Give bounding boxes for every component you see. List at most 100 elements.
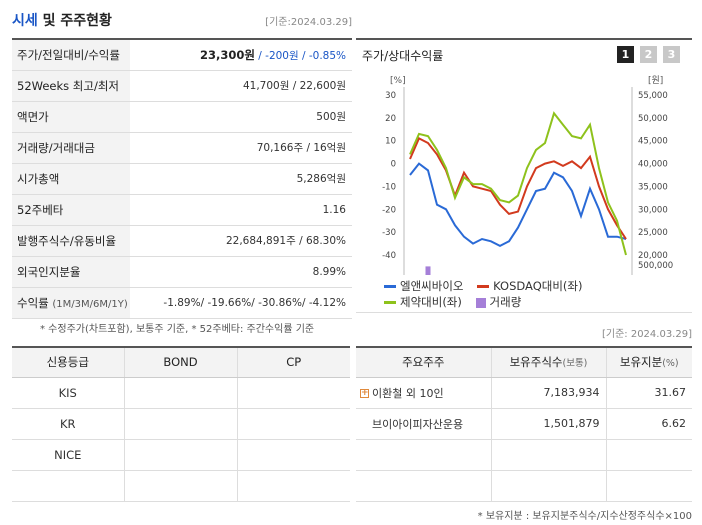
- right-tick-label: 30,000: [638, 205, 668, 215]
- shareholders-table: 주요주주 보유주식수(보통) 보유지분(%) + 이환철 외 10인 7,183,…: [356, 346, 692, 502]
- agency-cell: KR: [12, 408, 124, 440]
- row-value: 41,700원 / 22,600원: [130, 70, 352, 102]
- row-label: 발행주식수/유동비율: [12, 225, 130, 257]
- left-tick-label: -40: [382, 251, 396, 261]
- holder-shares: [490, 439, 606, 471]
- table-header-row: 신용등급 BOND CP: [12, 347, 350, 378]
- bond-cell: [123, 408, 237, 440]
- row-label: 외국인지분율: [12, 256, 130, 288]
- holder-name: 브이아이피자산운용: [356, 408, 491, 440]
- section-header: 시세 및 주주현황 [기준:2024.03.29]: [12, 10, 352, 30]
- volume-tick-label: 500,000: [638, 261, 673, 271]
- table-row: [12, 470, 350, 502]
- return-values: -1.89%/ -19.66%/ -30.86%/ -4.12%: [130, 287, 352, 319]
- legend-swatch: [384, 285, 396, 288]
- table-row: [356, 470, 692, 502]
- price-chart: [%] [원] 30 55,000 20 50,000 10 45,000 0 40,000 -10…: [382, 75, 673, 275]
- as-of-date: [기준:2024.03.29]: [265, 17, 352, 28]
- agency-cell: NICE: [12, 439, 124, 471]
- right-tick-label: 45,000: [638, 137, 668, 147]
- column-header: CP: [236, 347, 350, 378]
- table-row: 수익률 (1M/3M/6M/1Y) -1.89%/ -19.66%/ -30.8…: [12, 287, 352, 319]
- right-tick-label: 55,000: [638, 91, 668, 101]
- column-header: 주요주주: [356, 347, 491, 378]
- left-tick-label: 30: [385, 91, 396, 101]
- left-tick-label: 0: [391, 160, 396, 170]
- table-row: [356, 439, 692, 471]
- section-title: 시세 및 주주현황: [12, 13, 112, 29]
- right-tick-label: 50,000: [638, 114, 668, 124]
- holder-name: + 이환철 외 10인: [356, 377, 491, 409]
- period-button-3[interactable]: 3: [663, 46, 680, 63]
- holder-name: [356, 470, 491, 502]
- row-label: 액면가: [12, 101, 130, 133]
- holder-ratio: 6.62: [605, 408, 692, 440]
- table-row: 52Weeks 최고/최저 41,700원 / 22,600원: [12, 70, 352, 102]
- table-row: 외국인지분율 8.99%: [12, 256, 352, 288]
- bond-cell: [123, 377, 237, 409]
- legend-item: 제약대비(좌): [384, 294, 462, 310]
- row-value: 70,166주 / 16억원: [130, 132, 352, 164]
- left-axis-unit: [%]: [390, 76, 406, 86]
- row-label: 주가/전일대비/수익률: [12, 39, 130, 71]
- table-row: NICE: [12, 439, 350, 471]
- period-selector: 1 2 3: [617, 46, 680, 63]
- column-header: 보유주식수(보통): [490, 347, 606, 378]
- agency-cell: KIS: [12, 377, 124, 409]
- holder-shares: 7,183,934: [490, 377, 606, 409]
- table-row: + 이환철 외 10인 7,183,934 31.67: [356, 377, 692, 409]
- cp-cell: [236, 408, 350, 440]
- legend-item: KOSDAQ대비(좌): [477, 278, 583, 294]
- stock-info-table: 주가/전일대비/수익률 23,300원 / -200원 / -0.85% 52W…: [12, 38, 352, 319]
- left-tick-label: -20: [382, 205, 396, 215]
- chart-panel: 주가/상대수익률 1 2 3 [%] [원] 30 55,000 20 50,000 10 4…: [356, 38, 692, 313]
- holder-ratio: [605, 470, 692, 502]
- left-tick-label: -10: [382, 182, 396, 192]
- table-row: KIS: [12, 377, 350, 409]
- table-row: 시가총액 5,286억원: [12, 163, 352, 195]
- stock-footnote: * 수정주가(차트포함), 보통주 기준, * 52주베타: 주간수익률 기준: [40, 324, 315, 335]
- volume-bar: [425, 266, 431, 275]
- left-tick-label: 10: [385, 137, 396, 147]
- table-row: 거래량/거래대금 70,166주 / 16억원: [12, 132, 352, 164]
- expand-plus-icon[interactable]: +: [360, 388, 369, 398]
- table-row: KR: [12, 408, 350, 440]
- series-line: [409, 137, 627, 240]
- right-axis-unit: [원]: [648, 75, 663, 86]
- cp-cell: [236, 377, 350, 409]
- legend-item: 엘앤씨바이오: [384, 278, 463, 294]
- series-line: [409, 162, 627, 248]
- period-button-1[interactable]: 1: [617, 46, 634, 63]
- series-line: [409, 111, 627, 256]
- row-value: 22,684,891주 / 68.30%: [130, 225, 352, 257]
- right-tick-label: 35,000: [638, 182, 668, 192]
- column-header: 보유지분(%): [605, 347, 692, 378]
- bond-cell: [123, 470, 237, 502]
- agency-cell: [12, 470, 124, 502]
- legend-swatch: [477, 285, 490, 288]
- row-label: 시가총액: [12, 163, 130, 195]
- bond-cell: [123, 439, 237, 471]
- legend-swatch: [384, 301, 396, 304]
- holder-ratio: 31.67: [605, 377, 692, 409]
- cp-cell: [236, 470, 350, 502]
- credit-rating-table: 신용등급 BOND CP KIS KR NICE: [12, 346, 350, 502]
- column-header: BOND: [123, 347, 237, 378]
- left-tick-label: -30: [382, 228, 396, 238]
- holder-shares: [490, 470, 606, 502]
- period-button-2[interactable]: 2: [640, 46, 657, 63]
- legend-item: 거래량: [475, 294, 521, 310]
- row-value: 8.99%: [130, 256, 352, 288]
- as-of-date-2: [기준: 2024.03.29]: [601, 329, 692, 340]
- table-row: 브이아이피자산운용 1,501,879 6.62: [356, 408, 692, 440]
- row-value: 1.16: [130, 194, 352, 226]
- right-tick-label: 40,000: [638, 160, 668, 170]
- right-tick-label: 25,000: [638, 228, 668, 238]
- row-label: 52Weeks 최고/최저: [12, 70, 130, 102]
- table-row: 발행주식수/유동비율 22,684,891주 / 68.30%: [12, 225, 352, 257]
- column-header: 신용등급: [12, 347, 124, 378]
- holder-name: [356, 439, 491, 471]
- table-row: 52주베타 1.16: [12, 194, 352, 226]
- left-tick-label: 20: [385, 114, 396, 124]
- right-tick-label: 20,000: [638, 251, 668, 261]
